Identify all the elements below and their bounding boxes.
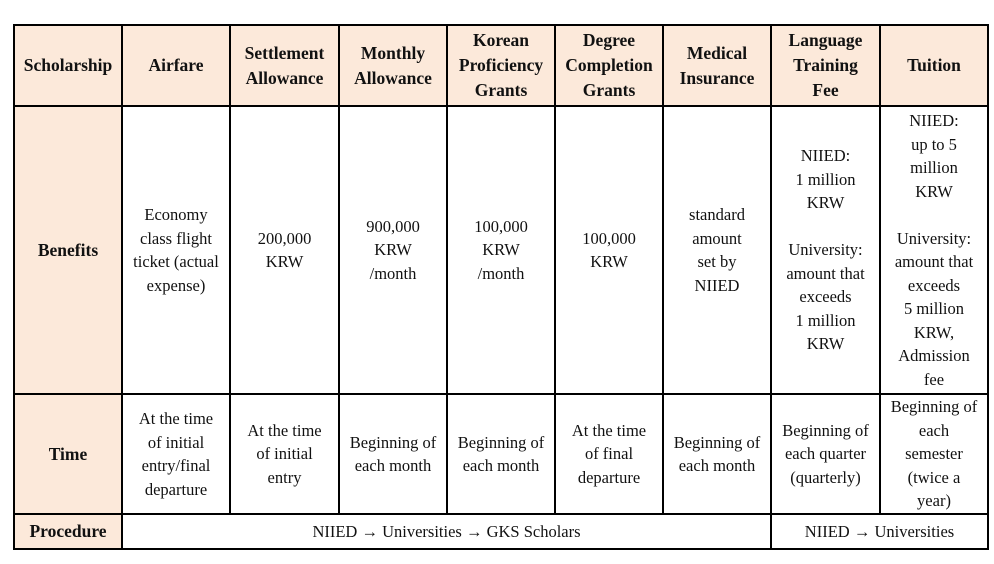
procedure-label: Procedure [13, 513, 123, 550]
time-language: Beginning of each quarter (quarterly) [770, 393, 881, 515]
header-settlement-allowance: Settlement Allowance [229, 24, 340, 107]
benefits-monthly: 900,000 KRW /month [338, 105, 448, 395]
benefits-tuition: NIIED: up to 5 million KRW University: a… [879, 105, 989, 395]
time-airfare: At the time of initial entry/final depar… [121, 393, 231, 515]
procedure-row: Procedure NIIED → Universities → GKS Sch… [13, 513, 989, 550]
header-monthly-allowance: Monthly Allowance [338, 24, 448, 107]
scholarship-table: Scholarship Airfare Settlement Allowance… [13, 24, 989, 550]
procedure-language-tuition: NIIED → Universities [770, 513, 989, 550]
header-tuition: Tuition [879, 24, 989, 107]
time-tuition: Beginning of each semester (twice a year… [879, 393, 989, 515]
benefits-language: NIIED: 1 million KRW University: amount … [770, 105, 881, 395]
time-settlement: At the time of initial entry [229, 393, 340, 515]
benefits-korean: 100,000 KRW /month [446, 105, 556, 395]
time-degree: At the time of final departure [554, 393, 664, 515]
time-monthly: Beginning of each month [338, 393, 448, 515]
benefits-label: Benefits [13, 105, 123, 395]
procedure-main: NIIED → Universities → GKS Scholars [121, 513, 772, 550]
header-korean-proficiency-grants: Korean Proficiency Grants [446, 24, 556, 107]
header-airfare: Airfare [121, 24, 231, 107]
time-korean: Beginning of each month [446, 393, 556, 515]
time-label: Time [13, 393, 123, 515]
header-language-training-fee: Language Training Fee [770, 24, 881, 107]
time-medical: Beginning of each month [662, 393, 772, 515]
header-medical-insurance: Medical Insurance [662, 24, 772, 107]
header-row: Scholarship Airfare Settlement Allowance… [13, 24, 989, 107]
benefits-settlement: 200,000 KRW [229, 105, 340, 395]
benefits-airfare: Economy class flight ticket (actual expe… [121, 105, 231, 395]
header-degree-completion-grants: Degree Completion Grants [554, 24, 664, 107]
benefits-degree: 100,000 KRW [554, 105, 664, 395]
benefits-row: Benefits Economy class flight ticket (ac… [13, 105, 989, 395]
header-scholarship: Scholarship [13, 24, 123, 107]
time-row: Time At the time of initial entry/final … [13, 393, 989, 515]
benefits-medical: standard amount set by NIIED [662, 105, 772, 395]
